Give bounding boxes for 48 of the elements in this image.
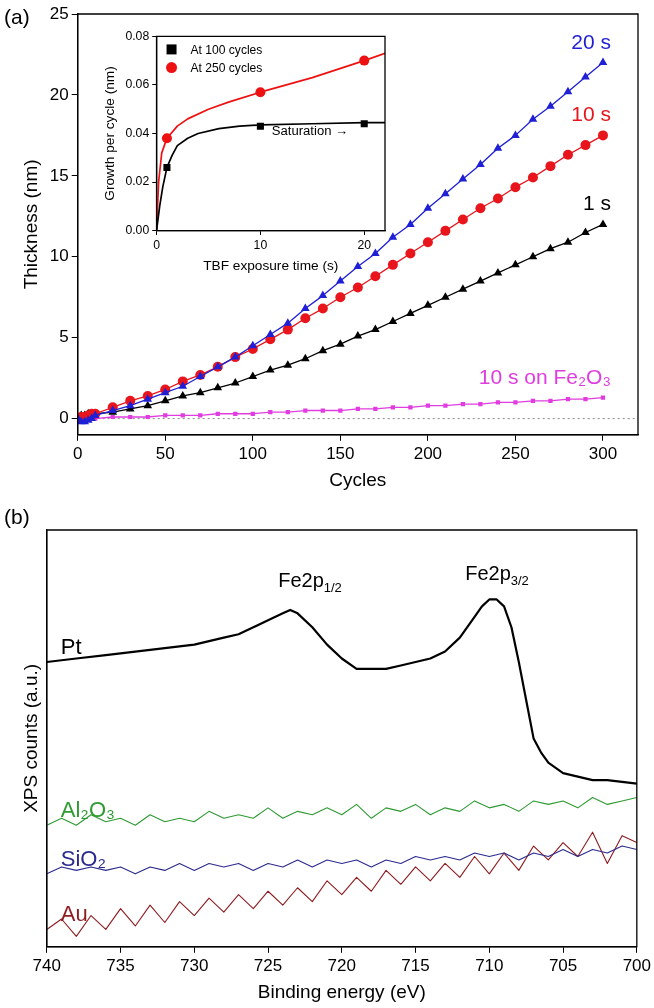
x-tick-label: 150 (326, 443, 355, 463)
y-tick-label: 0.02 (125, 174, 150, 189)
legend-label: At 250 cycles (190, 60, 263, 75)
x-tick-label: 730 (180, 955, 209, 975)
y-tick-label: 5 (59, 327, 69, 347)
series-label: SiO₂ (60, 845, 107, 871)
x-tick-label: 740 (32, 955, 61, 975)
annotation: Saturation → (271, 123, 349, 138)
series-label: 1 s (582, 191, 611, 215)
y-tick-label: 0.04 (125, 125, 150, 140)
x-tick-label: 10 (253, 237, 268, 252)
x-tick-label: 705 (548, 955, 578, 975)
legend-label: At 100 cycles (190, 42, 263, 57)
x-tick-label: 725 (253, 955, 283, 975)
y-tick-label: 15 (49, 165, 69, 185)
series-label: Au (60, 901, 88, 927)
x-tick-label: 50 (155, 443, 175, 463)
y-axis-title: XPS counts (a.u.) (19, 663, 41, 813)
x-tick-label: 735 (106, 955, 135, 975)
x-tick-label: 250 (501, 443, 530, 463)
x-axis-title: TBF exposure time (s) (203, 257, 339, 273)
y-tick-label: 0.08 (125, 28, 150, 43)
x-tick-label: 0 (72, 443, 83, 463)
y-tick-label: 25 (49, 3, 69, 23)
x-tick-label: 100 (238, 443, 267, 463)
x-tick-label: 700 (622, 955, 652, 975)
series-label: Pt (60, 633, 82, 659)
series-label: 10 s on Fe₂O₃ (478, 364, 611, 388)
x-tick-label: 710 (475, 955, 504, 975)
x-tick-label: 0 (153, 237, 161, 252)
x-tick-label: 720 (327, 955, 356, 975)
series-label: Al₂O₃ (60, 797, 115, 823)
x-tick-label: 200 (413, 443, 443, 463)
text: (b) (4, 505, 30, 528)
y-axis-title: Growth per cycle (nm) (101, 66, 117, 201)
text: (a) (4, 5, 30, 28)
y-tick-label: 0.00 (125, 222, 150, 237)
x-axis-title: Binding energy (eV) (257, 980, 426, 1002)
series-label: 20 s (571, 29, 611, 53)
y-tick-label: 20 (49, 84, 69, 104)
x-tick-label: 20 (357, 237, 372, 252)
x-tick-label: 715 (401, 955, 430, 975)
y-tick-label: 0.06 (125, 77, 150, 92)
series-label: 10 s (571, 102, 611, 126)
x-axis-title: Cycles (329, 468, 387, 490)
y-tick-label: 0 (59, 408, 69, 428)
y-axis-title: Thickness (nm) (19, 159, 41, 290)
x-tick-label: 300 (588, 443, 618, 463)
